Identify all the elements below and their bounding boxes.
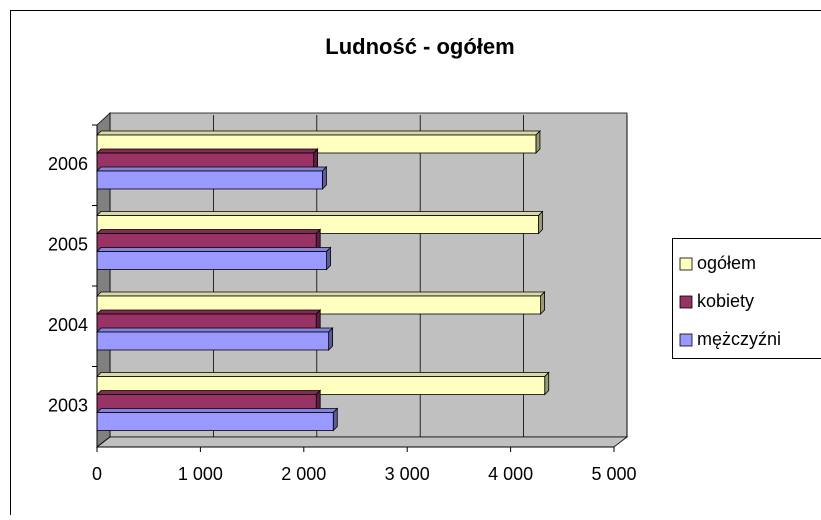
bar-top [97, 328, 333, 332]
bar-side [327, 248, 331, 270]
chart-title: Ludność - ogółem [325, 34, 514, 59]
y-tick-label: 2004 [48, 315, 88, 335]
x-tick-label: 1 000 [178, 464, 223, 484]
bar-top [97, 149, 318, 153]
bar [97, 252, 327, 270]
bar-top [97, 409, 337, 413]
legend-label: ogółem [697, 253, 756, 273]
bar-top [97, 310, 320, 314]
bar-side [329, 328, 333, 350]
x-tick-label: 3 000 [385, 464, 430, 484]
bar-top [97, 391, 320, 395]
legend-label: kobiety [697, 291, 754, 311]
bar-top [97, 212, 543, 216]
y-tick-label: 2005 [48, 235, 88, 255]
x-tick-label: 0 [92, 464, 102, 484]
bar-side [541, 292, 545, 314]
legend-label: mężczyźni [697, 329, 781, 349]
bar-side [545, 373, 549, 395]
y-tick-label: 2003 [48, 396, 88, 416]
bar [97, 332, 329, 350]
bar-side [333, 409, 337, 431]
bar [97, 171, 322, 189]
x-tick-label: 5 000 [591, 464, 636, 484]
bar-top [97, 373, 549, 377]
floor [97, 437, 627, 447]
bar-side [539, 212, 543, 234]
x-tick-label: 2 000 [281, 464, 326, 484]
bar-top [97, 292, 545, 296]
bar-top [97, 248, 331, 252]
y-tick-label: 2006 [48, 154, 88, 174]
legend-swatch [680, 334, 692, 346]
legend-swatch [680, 296, 692, 308]
bar-side [322, 167, 326, 189]
legend-swatch [680, 258, 692, 270]
bar-top [97, 167, 326, 171]
bar-side [536, 131, 540, 153]
bar [97, 413, 333, 431]
x-tick-label: 4 000 [488, 464, 533, 484]
bar-top [97, 131, 540, 135]
bar-top [97, 230, 320, 234]
